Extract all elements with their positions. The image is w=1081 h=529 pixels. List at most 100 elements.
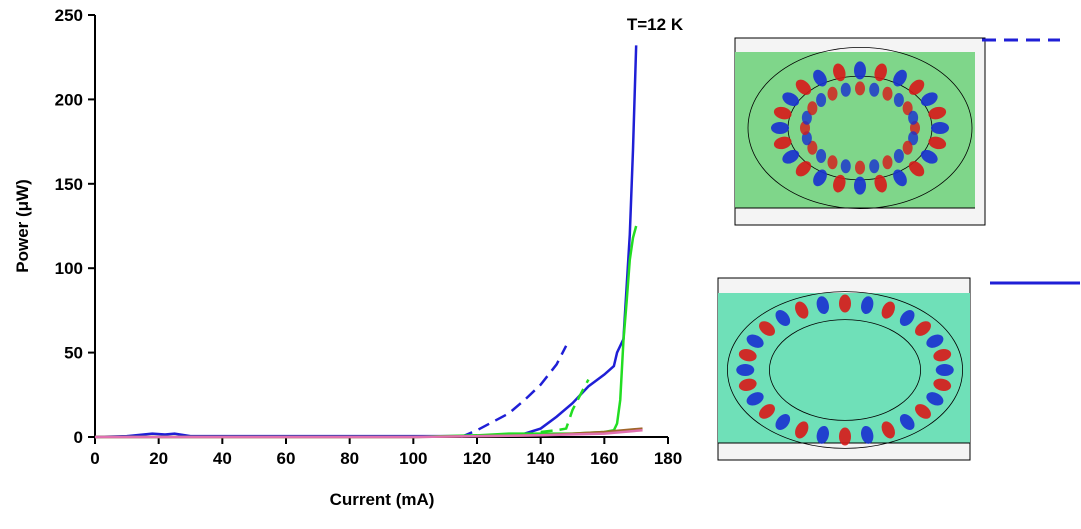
field-lobe <box>795 79 812 95</box>
field-lobe <box>782 92 800 107</box>
field-lobe <box>773 106 792 120</box>
field-lobe <box>861 296 874 315</box>
field-lobe <box>855 160 865 175</box>
field-lobe <box>915 404 931 419</box>
series-line <box>540 379 590 434</box>
field-lobe <box>874 63 887 82</box>
field-lobe <box>816 92 827 107</box>
field-lobe <box>840 82 851 97</box>
field-lobe <box>882 86 893 101</box>
field-lobe <box>854 176 866 195</box>
field-lobe <box>881 421 895 439</box>
field-lobe <box>893 69 907 87</box>
field-lobe <box>738 378 757 391</box>
field-lobe <box>926 334 944 348</box>
y-tick-label: 50 <box>64 344 83 363</box>
field-lobe <box>782 149 800 164</box>
field-lobe <box>807 140 818 155</box>
ring-outline <box>747 46 973 210</box>
field-lobe <box>855 81 865 96</box>
field-lobe <box>933 378 952 391</box>
field-lobe <box>861 425 874 444</box>
field-lobe <box>738 349 757 362</box>
field-lobe <box>833 63 846 82</box>
insets <box>717 37 1080 461</box>
x-axis-label: Current (mA) <box>330 490 435 509</box>
field-lobe <box>746 334 764 348</box>
field-lobe <box>759 321 775 336</box>
ring-outline <box>727 291 964 449</box>
ring-outline <box>769 319 922 421</box>
field-lobe <box>813 169 827 187</box>
field-lobe <box>928 106 947 120</box>
x-tick-label: 120 <box>463 449 491 468</box>
field-lobe <box>759 404 775 419</box>
field-lobe <box>801 110 812 125</box>
field-lobe <box>933 349 952 362</box>
field-lobe <box>795 161 812 177</box>
field-lobe <box>816 149 827 164</box>
field-lobe <box>827 155 838 170</box>
y-tick-label: 200 <box>55 90 83 109</box>
field-lobe <box>816 425 829 444</box>
field-lobe <box>833 174 846 193</box>
field-lobe <box>893 169 907 187</box>
field-lobe <box>899 414 915 430</box>
field-lobe <box>869 159 880 174</box>
field-lobe <box>775 310 791 326</box>
field-lobe <box>908 131 919 146</box>
field-lobe <box>736 364 755 376</box>
x-tick-label: 60 <box>277 449 296 468</box>
field-lobe <box>807 101 818 116</box>
field-lobe <box>839 294 851 313</box>
field-lobe <box>893 149 904 164</box>
field-lobe <box>816 296 829 315</box>
field-lobe <box>840 159 851 174</box>
field-lobe <box>908 79 925 95</box>
x-tick-label: 0 <box>90 449 99 468</box>
field-lobe <box>893 92 904 107</box>
field-lobe <box>902 101 913 116</box>
field-lobe <box>931 122 949 134</box>
y-tick-label: 150 <box>55 175 83 194</box>
field-lobe <box>813 69 827 87</box>
series-line <box>95 225 638 439</box>
field-lobe <box>915 321 931 336</box>
y-tick-label: 250 <box>55 6 83 25</box>
field-lobe <box>920 92 938 107</box>
field-lobe <box>902 140 913 155</box>
x-tick-label: 160 <box>590 449 618 468</box>
x-tick-label: 100 <box>399 449 427 468</box>
annotation: T=12 K <box>627 15 684 34</box>
field-lobe <box>928 136 947 150</box>
x-tick-label: 20 <box>149 449 168 468</box>
field-lobe <box>874 174 887 193</box>
series-line <box>94 45 638 439</box>
field-lobe <box>771 122 789 134</box>
series-line <box>460 345 568 439</box>
field-lobe <box>854 61 866 80</box>
y-tick-label: 0 <box>74 428 83 447</box>
field-lobe <box>869 82 880 97</box>
field-lobe <box>882 155 893 170</box>
field-lobe <box>908 110 919 125</box>
field-lobe <box>920 149 938 164</box>
field-lobe <box>908 161 925 177</box>
field-lobe <box>773 136 792 150</box>
field-lobe <box>899 310 915 326</box>
y-tick-label: 100 <box>55 259 83 278</box>
field-lobe <box>795 301 809 319</box>
field-lobe <box>775 414 791 430</box>
x-tick-label: 180 <box>654 449 682 468</box>
series-line <box>95 429 643 439</box>
field-lobe <box>926 392 944 406</box>
field-lobe <box>935 364 954 376</box>
y-axis-label: Power (μW) <box>13 179 32 273</box>
field-lobe <box>881 301 895 319</box>
field-lobe <box>795 421 809 439</box>
field-lobe <box>839 427 851 446</box>
field-lobe <box>746 392 764 406</box>
x-tick-label: 140 <box>526 449 554 468</box>
field-lobe <box>827 86 838 101</box>
